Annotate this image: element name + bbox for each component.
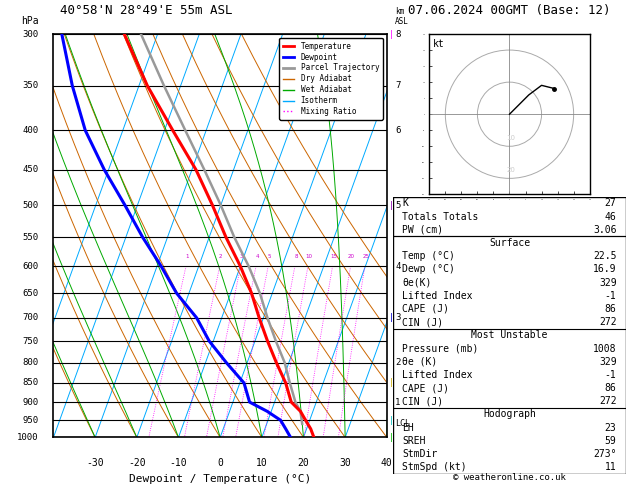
Text: CAPE (J): CAPE (J) [403, 304, 450, 314]
Text: PW (cm): PW (cm) [403, 225, 443, 235]
Text: 3: 3 [395, 313, 401, 322]
Text: Dewpoint / Temperature (°C): Dewpoint / Temperature (°C) [129, 474, 311, 484]
Text: Most Unstable: Most Unstable [471, 330, 548, 340]
Text: SREH: SREH [403, 436, 426, 446]
Text: 400: 400 [23, 126, 38, 135]
Text: 3: 3 [240, 254, 243, 259]
Text: StmSpd (kt): StmSpd (kt) [403, 462, 467, 472]
Text: km
ASL: km ASL [395, 6, 409, 26]
Text: Hodograph: Hodograph [483, 410, 536, 419]
Text: 40: 40 [381, 458, 392, 468]
Text: 300: 300 [23, 30, 38, 38]
Text: 20: 20 [348, 254, 355, 259]
Text: 3.06: 3.06 [593, 225, 616, 235]
Text: 2: 2 [219, 254, 223, 259]
Text: 11: 11 [605, 462, 616, 472]
Text: 15: 15 [330, 254, 337, 259]
Text: 6: 6 [395, 126, 401, 135]
Text: θe (K): θe (K) [403, 357, 438, 367]
Text: 850: 850 [23, 379, 38, 387]
Text: 23: 23 [605, 423, 616, 433]
Text: Lifted Index: Lifted Index [403, 370, 473, 380]
Text: 450: 450 [23, 165, 38, 174]
Text: 950: 950 [23, 416, 38, 425]
Text: CIN (J): CIN (J) [403, 396, 443, 406]
Text: |: | [390, 433, 393, 442]
Text: 329: 329 [599, 278, 616, 288]
Text: 550: 550 [23, 233, 38, 242]
Text: 59: 59 [605, 436, 616, 446]
Text: 1: 1 [186, 254, 189, 259]
Text: EH: EH [403, 423, 414, 433]
Text: 40°58'N 28°49'E 55m ASL: 40°58'N 28°49'E 55m ASL [60, 4, 232, 17]
Text: 272: 272 [599, 317, 616, 327]
Text: |: | [390, 30, 393, 38]
Text: -1: -1 [605, 370, 616, 380]
Text: © weatheronline.co.uk: © weatheronline.co.uk [453, 473, 566, 482]
Text: 86: 86 [605, 383, 616, 393]
Text: -20: -20 [128, 458, 146, 468]
Text: Totals Totals: Totals Totals [403, 211, 479, 222]
Text: Dewp (°C): Dewp (°C) [403, 264, 455, 275]
Text: Surface: Surface [489, 238, 530, 248]
Text: 600: 600 [23, 262, 38, 271]
Text: 700: 700 [23, 313, 38, 322]
Text: |: | [390, 313, 393, 322]
Text: Temp (°C): Temp (°C) [403, 251, 455, 261]
Text: K: K [403, 198, 408, 208]
Text: 500: 500 [23, 201, 38, 209]
Text: -10: -10 [170, 458, 187, 468]
Text: LCL: LCL [395, 419, 410, 428]
Text: 20: 20 [506, 167, 516, 173]
Text: 272: 272 [599, 396, 616, 406]
Text: |: | [390, 201, 393, 209]
Text: 10: 10 [506, 135, 516, 141]
Text: 650: 650 [23, 289, 38, 297]
Text: hPa: hPa [21, 16, 38, 26]
Text: 750: 750 [23, 336, 38, 346]
Text: 8: 8 [294, 254, 298, 259]
Text: 7: 7 [395, 81, 401, 90]
Text: 30: 30 [339, 458, 351, 468]
Text: 8: 8 [395, 30, 401, 38]
Text: 4: 4 [255, 254, 259, 259]
Text: CIN (J): CIN (J) [403, 317, 443, 327]
Text: StmDir: StmDir [403, 449, 438, 459]
Text: -30: -30 [86, 458, 104, 468]
Text: 1000: 1000 [17, 433, 38, 442]
Text: 329: 329 [599, 357, 616, 367]
Text: 22.5: 22.5 [593, 251, 616, 261]
Text: |: | [390, 416, 393, 425]
Text: Pressure (mb): Pressure (mb) [403, 344, 479, 353]
Text: -1: -1 [605, 291, 616, 301]
Text: 900: 900 [23, 398, 38, 407]
Text: kt: kt [433, 39, 444, 49]
Text: 5: 5 [395, 201, 401, 209]
Text: 5: 5 [267, 254, 271, 259]
Text: 10: 10 [256, 458, 268, 468]
Text: 1008: 1008 [593, 344, 616, 353]
Text: 350: 350 [23, 81, 38, 90]
Text: 4: 4 [395, 262, 401, 271]
Text: |: | [390, 379, 393, 387]
Text: 10: 10 [306, 254, 313, 259]
Text: 86: 86 [605, 304, 616, 314]
Text: 1: 1 [395, 398, 401, 407]
Text: 07.06.2024 00GMT (Base: 12): 07.06.2024 00GMT (Base: 12) [408, 4, 611, 17]
Text: 25: 25 [362, 254, 369, 259]
Text: 0: 0 [217, 458, 223, 468]
Text: 800: 800 [23, 358, 38, 367]
Text: Lifted Index: Lifted Index [403, 291, 473, 301]
Text: CAPE (J): CAPE (J) [403, 383, 450, 393]
Text: 16.9: 16.9 [593, 264, 616, 275]
Text: 273°: 273° [593, 449, 616, 459]
Legend: Temperature, Dewpoint, Parcel Trajectory, Dry Adiabat, Wet Adiabat, Isotherm, Mi: Temperature, Dewpoint, Parcel Trajectory… [279, 38, 383, 120]
Text: θe(K): θe(K) [403, 278, 432, 288]
Text: 27: 27 [605, 198, 616, 208]
Text: 2: 2 [395, 358, 401, 367]
Text: 20: 20 [298, 458, 309, 468]
Text: 46: 46 [605, 211, 616, 222]
